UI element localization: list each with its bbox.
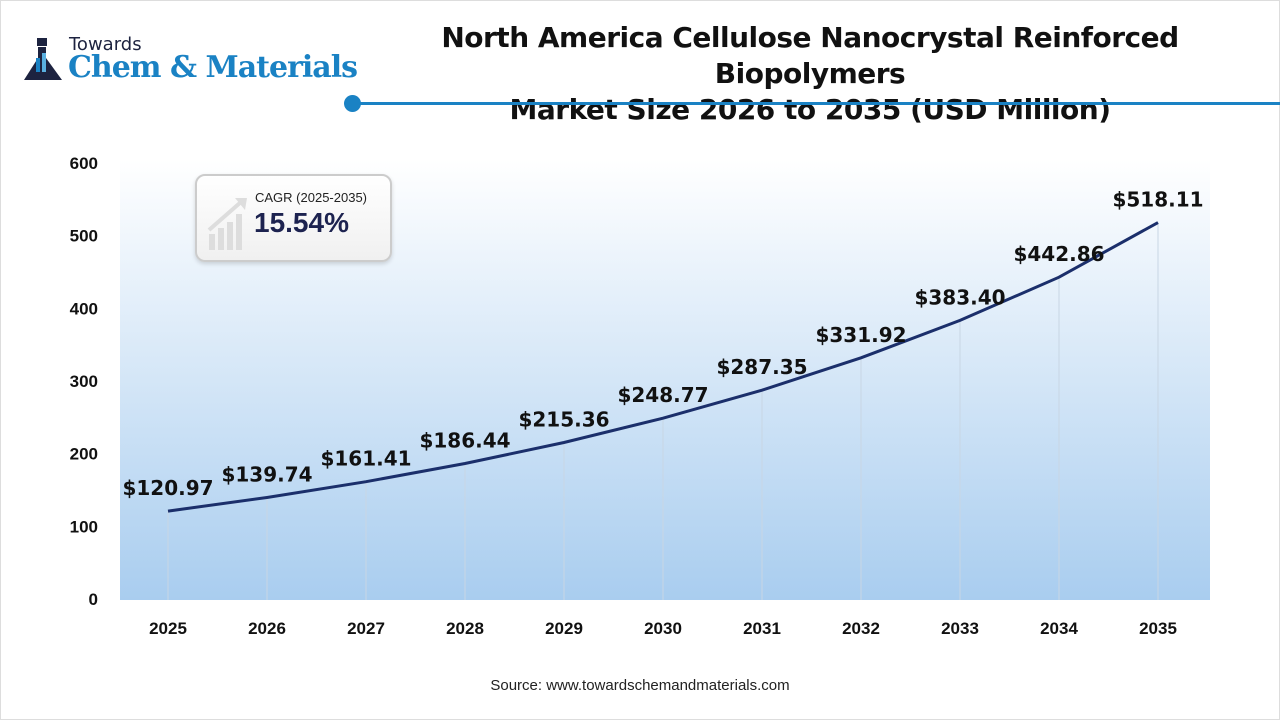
source-note: Source: www.towardschemandmaterials.com xyxy=(490,677,790,694)
data-label: $120.97 xyxy=(122,476,213,500)
x-tick-label: 2031 xyxy=(743,619,781,638)
data-label: $518.11 xyxy=(1112,188,1203,212)
y-tick-label: 200 xyxy=(70,445,98,464)
chart-title: North America Cellulose Nanocrystal Rein… xyxy=(350,20,1270,128)
title-line2: Market Size 2026 to 2035 (USD Million) xyxy=(509,93,1112,126)
data-label: $287.35 xyxy=(716,355,807,379)
y-tick-label: 500 xyxy=(70,227,98,246)
x-tick-label: 2025 xyxy=(149,619,187,638)
data-label: $161.41 xyxy=(320,447,411,471)
brand-logo: Towards Chem & Materials xyxy=(22,34,358,86)
x-tick-label: 2032 xyxy=(842,619,880,638)
data-label: $383.40 xyxy=(914,285,1005,309)
cagr-box: CAGR (2025-2035) 15.54% xyxy=(195,174,392,262)
brand-line1: Towards xyxy=(69,34,142,55)
title-rule xyxy=(360,102,1280,105)
y-tick-label: 600 xyxy=(70,154,98,173)
flask-icon xyxy=(24,38,62,80)
data-label: $248.77 xyxy=(617,383,708,407)
data-label: $186.44 xyxy=(419,429,510,453)
x-tick-label: 2035 xyxy=(1139,619,1177,638)
x-tick-label: 2033 xyxy=(941,619,979,638)
data-label: $442.86 xyxy=(1013,242,1104,266)
y-tick-label: 400 xyxy=(70,299,98,318)
x-tick-label: 2026 xyxy=(248,619,286,638)
series-line xyxy=(167,221,1159,513)
title-line1: North America Cellulose Nanocrystal Rein… xyxy=(441,21,1179,90)
x-tick-label: 2028 xyxy=(446,619,484,638)
x-tick-label: 2030 xyxy=(644,619,682,638)
x-tick-label: 2029 xyxy=(545,619,583,638)
growth-chart-icon xyxy=(207,198,247,250)
y-tick-label: 100 xyxy=(70,517,98,536)
title-rule-dot xyxy=(344,95,361,112)
y-tick-label: 0 xyxy=(89,590,98,609)
data-label: $215.36 xyxy=(518,408,609,432)
data-label: $139.74 xyxy=(221,462,312,486)
y-tick-label: 300 xyxy=(70,372,98,391)
cagr-value: 15.54% xyxy=(254,207,349,238)
brand-line2: Chem & Materials xyxy=(68,50,358,85)
data-label: $331.92 xyxy=(815,323,906,347)
x-tick-label: 2034 xyxy=(1040,619,1078,638)
x-tick-label: 2027 xyxy=(347,619,385,638)
cagr-label: CAGR (2025-2035) xyxy=(255,190,367,205)
